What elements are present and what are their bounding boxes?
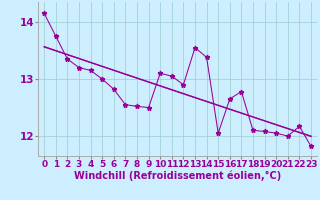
X-axis label: Windchill (Refroidissement éolien,°C): Windchill (Refroidissement éolien,°C) xyxy=(74,171,281,181)
